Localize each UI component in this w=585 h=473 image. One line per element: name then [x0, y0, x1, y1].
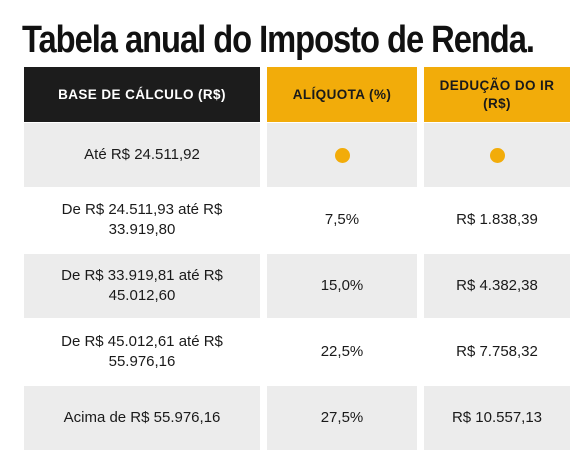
dot-icon: [334, 147, 350, 163]
table-cell-rate: 27,5%: [267, 386, 417, 450]
cell-text: Acima de R$ 55.976,16: [63, 409, 221, 426]
dot-icon: [489, 147, 505, 163]
page-title: Tabela anual do Imposto de Renda.: [22, 19, 535, 61]
cell-text-line1: De R$ 33.919,81 até R$: [61, 267, 223, 284]
table-cell-rate: 22,5%: [267, 320, 417, 384]
cell-text-line1: De R$ 24.511,93 até R$: [61, 201, 223, 218]
column-header-deduction: DEDUÇÃO DO IR (R$): [424, 67, 570, 122]
cell-text-line1: De R$ 45.012,61 até R$: [61, 333, 223, 350]
table-cell-deduction: R$ 7.758,32: [424, 320, 570, 384]
table-cell-base: De R$ 33.919,81 até R$ 45.012,60: [24, 254, 260, 318]
cell-text-line2: 45.012,60: [108, 287, 176, 304]
table-cell-base: De R$ 45.012,61 até R$ 55.976,16: [24, 320, 260, 384]
table-cell-rate: 7,5%: [267, 188, 417, 252]
table-cell-deduction: R$ 4.382,38: [424, 254, 570, 318]
cell-text: Até R$ 24.511,92: [84, 146, 200, 163]
table-cell-rate: [267, 123, 417, 187]
table-cell-deduction: R$ 10.557,13: [424, 386, 570, 450]
table-cell-base: Até R$ 24.511,92: [24, 123, 260, 187]
column-header-rate: ALÍQUOTA (%): [267, 67, 417, 122]
table-cell-base: De R$ 24.511,93 até R$ 33.919,80: [24, 188, 260, 252]
cell-text-line2: 55.976,16: [108, 353, 176, 370]
cell-text-line2: 33.919,80: [108, 221, 176, 238]
table-cell-deduction: [424, 123, 570, 187]
table-cell-base: Acima de R$ 55.976,16: [24, 386, 260, 450]
column-header-base: BASE DE CÁLCULO (R$): [24, 67, 260, 122]
table-cell-rate: 15,0%: [267, 254, 417, 318]
table-cell-deduction: R$ 1.838,39: [424, 188, 570, 252]
